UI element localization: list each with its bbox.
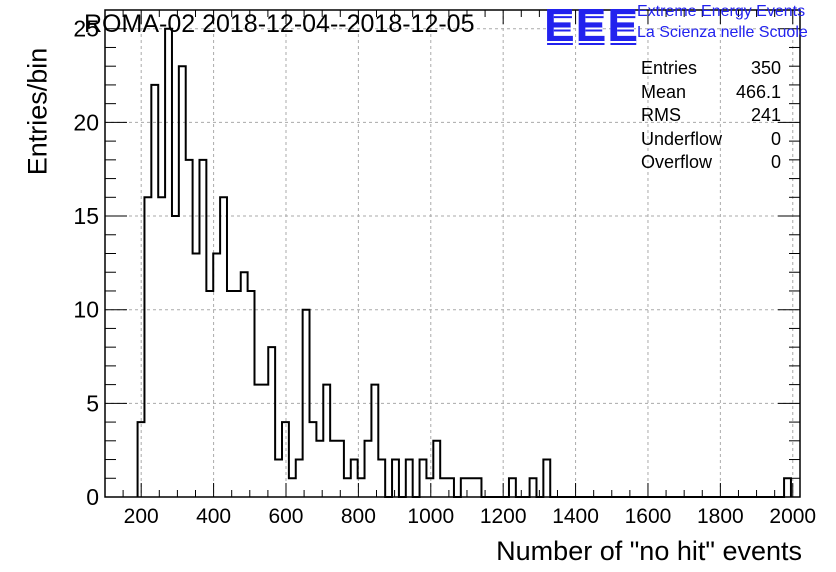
stats-value: 241 [750, 105, 781, 125]
histogram-bin [158, 197, 165, 497]
histogram-bin [440, 478, 447, 497]
histogram-bin [220, 197, 227, 497]
stats-label: Entries [641, 58, 698, 78]
histogram-bin [784, 478, 791, 497]
logo-line-1: Extreme Energy Events [637, 3, 806, 20]
stats-label: Underflow [641, 128, 723, 149]
histogram-bin [144, 197, 151, 497]
histogram-bin [261, 385, 268, 497]
x-tick-label: 1800 [697, 505, 744, 528]
stats-row-overflow: Overflow 0 [641, 152, 781, 176]
histogram-bin [303, 310, 310, 497]
histogram-bin [172, 216, 179, 497]
stats-row-underflow: Underflow 0 [641, 129, 781, 153]
y-tick-label: 20 [73, 109, 99, 135]
histogram-bin [199, 160, 206, 497]
histogram-bin [213, 254, 220, 498]
y-axis: 0 5 10 15 20 25 [73, 9, 800, 510]
stats-row-rms: RMS 241 [641, 105, 781, 129]
histogram-bin [337, 441, 344, 497]
histogram-bin [509, 478, 516, 497]
stats-value: 0 [770, 128, 781, 149]
histogram-bin [420, 460, 427, 497]
x-tick-label: 1600 [625, 505, 672, 528]
histogram-bin [275, 460, 282, 497]
histogram-bin [248, 291, 255, 497]
histogram-bin [330, 441, 337, 497]
histogram-bin [151, 85, 158, 497]
stats-box: Entries 350 Mean 466.1 RMS 241 Underflow 0 O… [641, 58, 781, 176]
histogram-bin [344, 478, 351, 497]
histogram-bin [296, 460, 303, 497]
histogram-bin [433, 441, 440, 497]
histogram-bin [468, 478, 475, 497]
histogram-bin [323, 385, 330, 497]
histogram-bin [241, 272, 248, 497]
histogram-bin [316, 441, 323, 497]
x-tick-label: 1200 [480, 505, 527, 528]
stats-label: RMS [641, 105, 681, 125]
histogram-bin [227, 291, 234, 497]
histogram-bin [378, 460, 385, 497]
histogram-bin [371, 385, 378, 497]
histogram-bin [530, 478, 537, 497]
x-tick-label: 600 [268, 505, 303, 528]
histogram-bin [165, 29, 172, 497]
stats-label: Mean [641, 81, 687, 102]
histogram-bin [186, 160, 193, 497]
histogram-bin [406, 460, 413, 497]
x-tick-label: 800 [341, 505, 376, 528]
histogram-bin [234, 291, 241, 497]
x-tick-label: 2000 [769, 505, 816, 528]
histogram-bin [268, 347, 275, 497]
histogram-bin [310, 422, 317, 497]
histogram-bin [426, 478, 433, 497]
histogram-bin [193, 254, 200, 498]
histogram-bin [475, 478, 482, 497]
x-tick-label: 200 [124, 505, 159, 528]
stats-label: Overflow [641, 152, 713, 172]
stats-row-entries: Entries 350 [641, 58, 781, 82]
histogram-bin [351, 460, 358, 497]
histogram-bin [289, 478, 296, 497]
x-axis-label: Number of "no hit" events [496, 536, 802, 566]
x-axis: 200 400 600 800 1000 1200 1400 1600 1800 2000 [104, 10, 816, 528]
y-tick-label: 5 [86, 390, 99, 416]
histogram-bin [447, 478, 454, 497]
x-tick-label: 1000 [407, 505, 454, 528]
stats-row-mean: Mean 466.1 [641, 82, 781, 106]
histogram-bin [365, 441, 372, 497]
histogram-bin [282, 422, 289, 497]
eee-logo: EEE [544, 0, 640, 51]
y-tick-label: 25 [73, 16, 99, 42]
chart-title: ROMA-02 2018-12-04--2018-12-05 [84, 10, 475, 38]
y-tick-label: 0 [86, 484, 99, 510]
y-tick-label: 15 [73, 203, 99, 229]
x-tick-label: 1400 [552, 505, 599, 528]
histogram-bin [179, 66, 186, 497]
logo-line-2: La Scienza nelle Scuole [637, 24, 808, 41]
histogram-bin [206, 291, 213, 497]
histogram-bin [392, 460, 399, 497]
y-tick-label: 10 [73, 297, 99, 323]
histogram-bin [254, 385, 261, 497]
y-axis-label: Entries/bin [22, 47, 53, 176]
stats-value: 466.1 [735, 81, 781, 102]
histogram-bin [543, 460, 550, 497]
stats-value: 350 [750, 58, 781, 78]
x-tick-label: 400 [196, 505, 231, 528]
stats-value: 0 [770, 152, 781, 172]
